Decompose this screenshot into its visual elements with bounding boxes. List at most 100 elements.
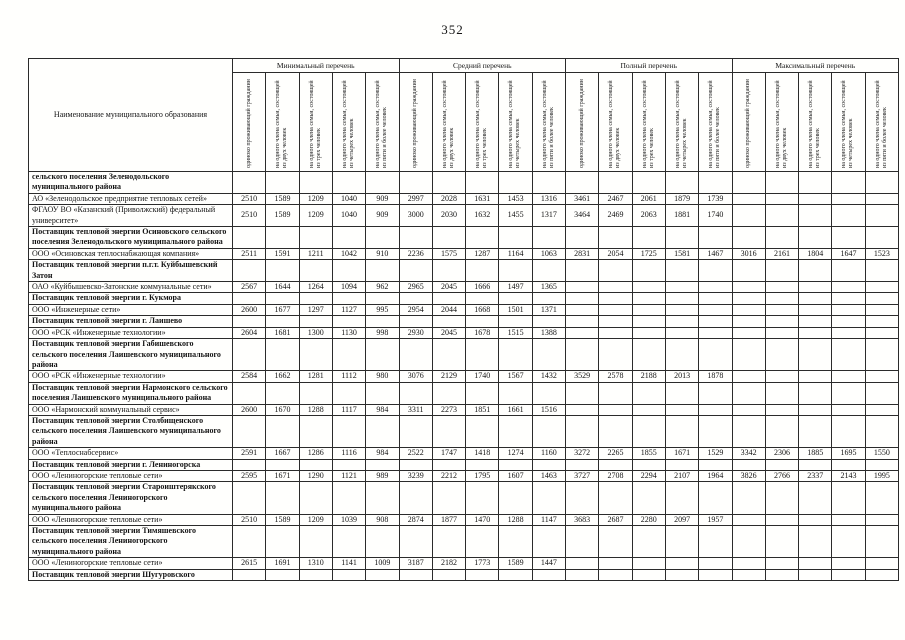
value-cell xyxy=(698,524,733,559)
table-body: сельского поселения Зеленодольского муни… xyxy=(28,171,900,582)
value-cell xyxy=(831,568,866,582)
value-cell: 1316 xyxy=(531,192,567,206)
value-cell xyxy=(798,403,833,416)
value-cell xyxy=(664,524,700,559)
value-cell xyxy=(531,458,567,471)
value-cell xyxy=(764,171,800,194)
group-header-medium: Средний перечень xyxy=(398,58,567,73)
value-cell xyxy=(498,381,533,405)
column-header-label: одиноко проживающий гражданин xyxy=(245,79,252,168)
value-cell xyxy=(598,281,633,294)
value-cell: 1671 xyxy=(664,447,700,460)
value-cell: 1529 xyxy=(698,447,733,460)
column-header-g2-3: на одного члена семьи, состоящей из трех… xyxy=(465,72,500,172)
value-cell: 3461 xyxy=(565,192,600,206)
value-cell: 2600 xyxy=(231,303,267,317)
municipality-name-cell: Поставщик тепловой энергии Столбищенског… xyxy=(28,414,233,449)
value-cell xyxy=(798,259,833,283)
value-cell: 1667 xyxy=(265,447,300,460)
value-cell xyxy=(298,292,333,305)
value-cell: 1470 xyxy=(465,513,500,527)
municipality-name-cell: ФГАОУ ВО «Казанский (Приволжский) федера… xyxy=(28,204,233,228)
value-cell: 1632 xyxy=(465,204,500,228)
data-row: ООО «РСК «Инженерные технологии» 2604 1681… xyxy=(28,326,900,340)
value-cell xyxy=(231,524,267,559)
value-cell: 1130 xyxy=(331,326,367,340)
value-cell xyxy=(565,226,600,249)
value-cell: 2273 xyxy=(431,403,467,416)
value-cell: 910 xyxy=(365,247,400,261)
value-cell xyxy=(764,326,800,340)
value-cell xyxy=(664,226,700,249)
value-cell xyxy=(731,557,766,570)
value-cell: 3187 xyxy=(398,557,433,570)
value-cell xyxy=(664,315,700,328)
value-cell xyxy=(664,259,700,283)
column-header-label: на одного члена семьи, состоящей из двух… xyxy=(774,80,788,168)
value-cell xyxy=(565,403,600,416)
value-cell xyxy=(431,171,467,194)
value-cell xyxy=(864,403,900,416)
column-header-g3-1: одиноко проживающий гражданин xyxy=(565,72,600,172)
value-cell: 3016 xyxy=(731,247,766,261)
municipality-name-cell: ООО «Лениногорские тепловые сети» xyxy=(28,513,233,527)
value-cell xyxy=(731,292,766,305)
value-cell xyxy=(764,281,800,294)
value-cell: 2182 xyxy=(431,557,467,570)
value-cell xyxy=(265,315,300,328)
value-cell xyxy=(864,381,900,405)
value-cell xyxy=(631,568,666,582)
column-header-g4-5: на одного члена семьи, состоящей из пяти… xyxy=(864,72,900,172)
value-cell xyxy=(698,171,733,194)
value-cell xyxy=(831,259,866,283)
value-cell xyxy=(598,303,633,317)
value-cell xyxy=(365,259,400,283)
value-cell: 2212 xyxy=(431,469,467,483)
value-cell: 1607 xyxy=(498,469,533,483)
value-cell: 2054 xyxy=(598,247,633,261)
value-cell: 2030 xyxy=(431,204,467,228)
value-cell xyxy=(431,414,467,449)
subheader-row: одиноко проживающий гражданин на одного ч… xyxy=(29,72,900,172)
value-cell: 2188 xyxy=(631,370,666,383)
column-header-label: на одного члена семьи, состоящей из четы… xyxy=(341,80,356,168)
value-cell: 1211 xyxy=(298,247,333,261)
value-cell xyxy=(465,226,500,249)
value-cell xyxy=(365,381,400,405)
value-cell xyxy=(731,381,766,405)
value-cell: 3529 xyxy=(565,370,600,383)
value-cell xyxy=(598,338,633,372)
value-cell: 2831 xyxy=(565,247,600,261)
value-cell xyxy=(664,171,700,194)
value-cell xyxy=(731,414,766,449)
value-cell xyxy=(631,458,666,471)
value-cell: 1040 xyxy=(331,204,367,228)
value-cell xyxy=(498,568,533,582)
value-cell: 1668 xyxy=(465,303,500,317)
municipality-name-cell: Поставщик тепловой энергии Тимяшевского … xyxy=(28,524,233,559)
value-cell xyxy=(331,414,367,449)
value-cell xyxy=(365,338,400,372)
value-cell xyxy=(231,481,267,515)
value-cell xyxy=(664,303,700,317)
value-cell xyxy=(631,481,666,515)
value-cell xyxy=(631,292,666,305)
value-cell xyxy=(631,414,666,449)
section-header-row: Поставщик тепловой энергии Столбищенског… xyxy=(28,414,900,449)
value-cell xyxy=(731,568,766,582)
value-cell xyxy=(531,226,567,249)
value-cell: 909 xyxy=(365,192,400,206)
value-cell xyxy=(864,303,900,317)
column-header-g2-2: на одного члена семьи, состоящей из двух… xyxy=(431,72,467,172)
value-cell xyxy=(764,292,800,305)
value-cell xyxy=(798,568,833,582)
value-cell xyxy=(731,403,766,416)
value-cell xyxy=(864,481,900,515)
municipality-name-cell: ООО «Лениногорские тепловые сети» xyxy=(28,557,233,570)
value-cell xyxy=(331,568,367,582)
column-header-g3-2: на одного члена семьи, состоящей из двух… xyxy=(598,72,633,172)
value-cell xyxy=(298,414,333,449)
group-header-full: Полный перечень xyxy=(565,58,733,73)
value-cell xyxy=(764,557,800,570)
